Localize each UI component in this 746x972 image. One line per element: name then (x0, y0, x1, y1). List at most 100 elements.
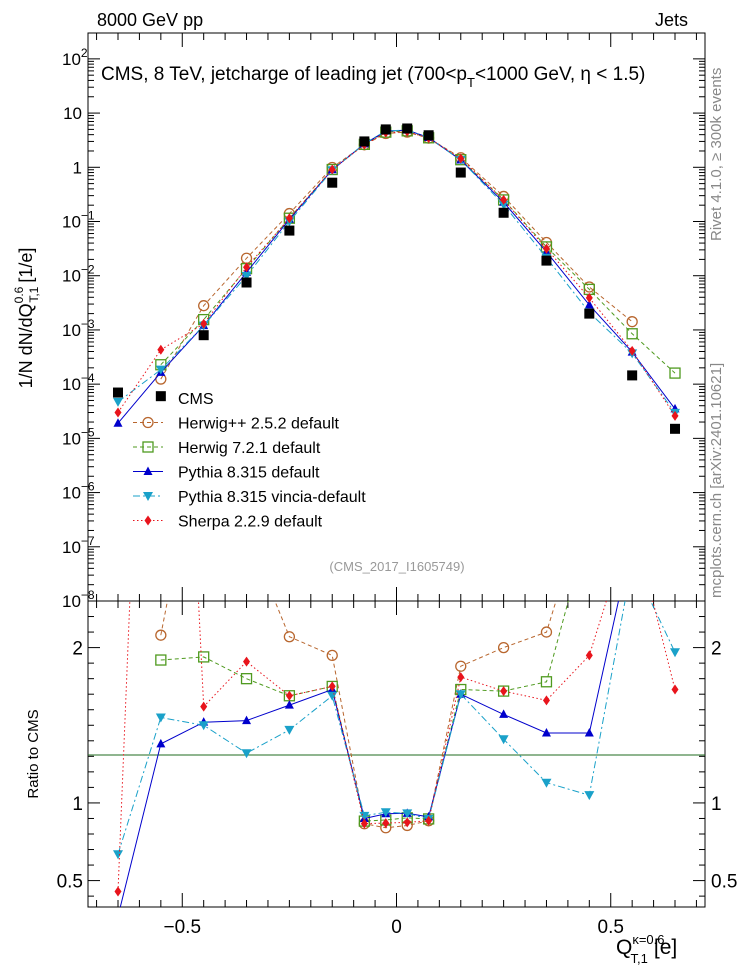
data-point (284, 225, 295, 236)
data-point (500, 194, 508, 205)
legend-item: Herwig 7.2.1 default (133, 440, 321, 457)
ratio-y-tick-label-right: 0.5 (711, 872, 737, 893)
ratio-point (455, 660, 467, 672)
data-point (327, 177, 338, 188)
ratio-y-tick-label: 1 (72, 794, 83, 815)
ratio-point (200, 701, 208, 712)
data-point (457, 153, 465, 164)
ratio-point (326, 649, 338, 662)
series-line (117, 131, 676, 417)
ratio-point (584, 791, 595, 801)
data-point (626, 328, 638, 340)
data-point (241, 271, 252, 281)
legend-label: Herwig++ 2.5.2 default (178, 416, 340, 433)
ratio-series-1 (155, 487, 594, 834)
data-point (670, 423, 681, 434)
data-point (498, 207, 509, 218)
x-axis-title: Qκ=0.6 T,1 [e] (616, 932, 677, 966)
data-point (198, 330, 209, 341)
ratio-series-layer (112, 487, 681, 920)
legend-item: CMS (178, 391, 214, 408)
data-point (455, 167, 466, 178)
data-point (423, 130, 434, 141)
ratio-point (541, 728, 551, 737)
legend-label: Pythia 8.315 vincia-default (178, 489, 366, 506)
ratio-point (156, 738, 166, 748)
ratio-point (425, 815, 433, 826)
data-point (498, 200, 509, 210)
ratio-point (540, 676, 553, 688)
series-line (160, 131, 633, 380)
main-y-axis-ticks: 10−8 10−7 10−6 10−5 10−4 10−3 10−2 10−1 1 10 102 (62, 33, 705, 611)
ratio-line (117, 601, 676, 855)
ratio-point (457, 672, 465, 683)
ratio-point (541, 778, 552, 788)
ratio-line (119, 601, 619, 907)
ratio-y-tick-label-right: 1 (711, 794, 722, 815)
data-point (380, 124, 391, 135)
ratio-axis-ticks: 0.5 0.5 1 1 2 2 −0.5 0 0.5 (57, 601, 737, 938)
main-series-layer (112, 123, 681, 434)
ratio-point (382, 818, 390, 829)
ratio-point (628, 534, 637, 543)
y-tick-label: 10−8 (62, 588, 95, 611)
ratio-point (584, 518, 594, 528)
legend-item: Pythia 8.315 default (133, 465, 320, 482)
ratio-point (155, 629, 167, 641)
series-2 (155, 125, 681, 379)
legend-marker (142, 416, 154, 429)
y-title-main: 1/N dN/dQ (16, 303, 36, 388)
ratio-point (240, 673, 253, 685)
data-point (542, 243, 550, 254)
ratio-point (198, 721, 209, 731)
legend-label: Herwig 7.2.1 default (178, 440, 321, 457)
series-line (117, 129, 676, 424)
ratio-point (402, 809, 413, 819)
data-point (541, 255, 552, 266)
y-tick-label: 102 (62, 46, 88, 69)
data-point (241, 277, 252, 288)
data-point (671, 410, 679, 421)
data-point (628, 345, 636, 356)
ratio-point (497, 641, 510, 654)
ratio-y-tick-label: 0.5 (57, 872, 83, 893)
ratio-y-title: Ratio to CMS (25, 709, 42, 798)
data-point (155, 365, 166, 375)
data-point (113, 418, 123, 427)
y-tick-label: 10−7 (62, 534, 95, 557)
ratio-point (584, 487, 594, 497)
rivet-version-label: Rivet 4.1.0, ≥ 300k events (708, 68, 725, 241)
legend-item: Sherpa 2.2.9 default (133, 514, 323, 531)
ratio-y-tick-label-right: 2 (711, 639, 722, 660)
series-line (117, 129, 676, 414)
data-point (155, 391, 166, 402)
ratio-series-5 (114, 601, 679, 897)
ratio-point (328, 681, 336, 692)
data-point (112, 387, 123, 398)
ratio-point (113, 911, 122, 920)
data-point (669, 367, 681, 379)
series-1 (155, 126, 638, 385)
series-3 (113, 125, 680, 427)
y-tick-label: 10−3 (62, 317, 95, 340)
ratio-point (243, 656, 251, 667)
data-point (243, 262, 251, 273)
ratio-point (198, 651, 210, 663)
ratio-point (542, 695, 550, 706)
y-tick-label: 10 (63, 104, 82, 123)
ratio-point (455, 690, 466, 700)
ratio-point (155, 654, 167, 666)
data-point (626, 316, 638, 328)
ratio-y-tick-label: 2 (72, 639, 83, 660)
y-title-sup: 0.6 (12, 286, 26, 303)
analysis-label: (CMS_2017_I1605749) (329, 559, 464, 574)
y-axis-title: 1/N dN/dQ0.6T,1 [1/e] (12, 248, 41, 389)
data-point (285, 213, 293, 224)
ratio-series-4 (112, 601, 681, 860)
y-tick-label: 10−6 (62, 480, 95, 503)
series-5 (114, 126, 679, 421)
ratio-point (112, 850, 123, 860)
x-tick-label: 0.5 (598, 917, 624, 938)
ratio-point (114, 886, 122, 897)
